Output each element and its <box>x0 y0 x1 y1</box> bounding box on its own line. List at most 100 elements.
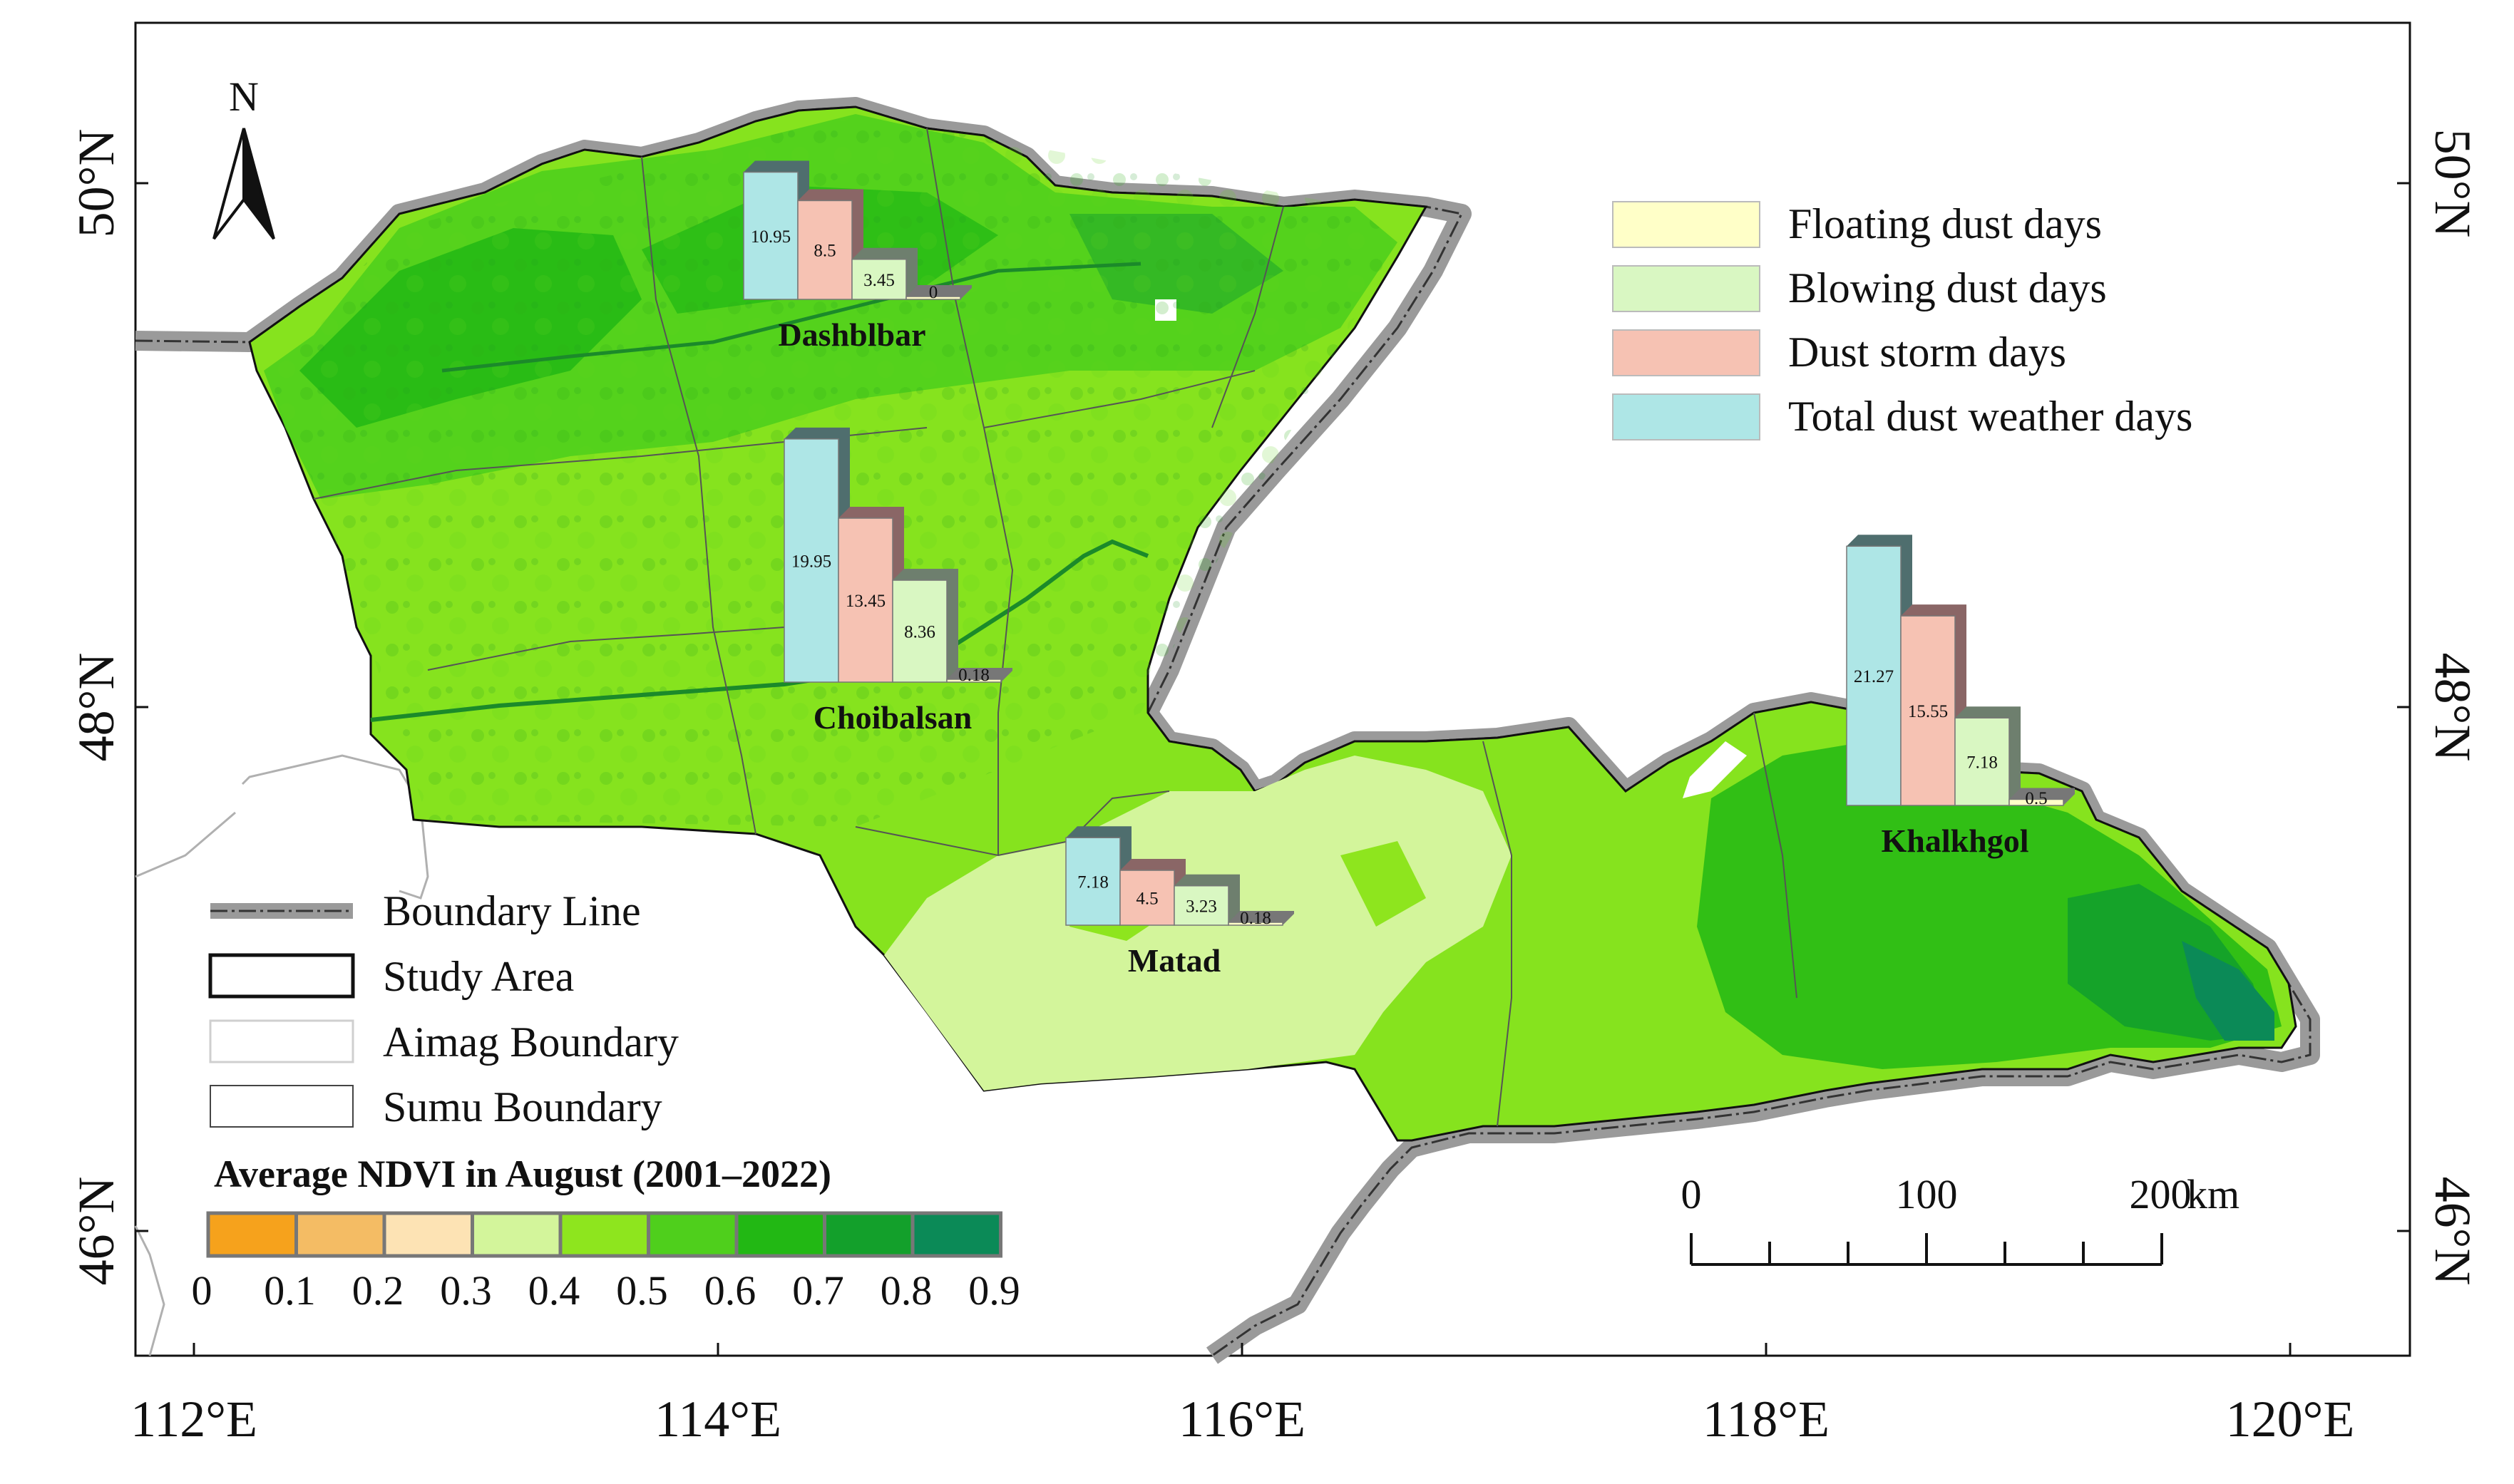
bar-floating-dust-days <box>905 296 961 300</box>
bar-value-label: 19.95 <box>791 552 831 571</box>
legend-swatch-storm <box>1612 329 1760 376</box>
scale-label-0: 0 <box>1681 1171 1702 1217</box>
bar-value-label: 3.23 <box>1186 897 1217 916</box>
bar-3d-face <box>906 285 972 299</box>
bar-value-label: 21.27 <box>1854 667 1894 686</box>
latitude-labels-right: 50°N 48°N 46°N <box>2424 129 2481 1286</box>
ndvi-tick-label: 0.9 <box>968 1267 1020 1314</box>
bar-3d-face <box>2009 788 2075 805</box>
legend-swatch-floating <box>1612 201 1760 248</box>
bar-3d-face <box>947 668 1012 682</box>
bar-value-label: 8.5 <box>814 242 836 261</box>
scale-label-100: 100 <box>1896 1171 1958 1217</box>
ndvi-swatch <box>294 1211 386 1258</box>
legend-label: Study Area <box>383 953 574 1000</box>
bar-group-choibalsan: 19.95 13.45 8.36 0.18 Choibalsan <box>784 427 1012 736</box>
lat-label: 46°N <box>2424 1177 2481 1286</box>
legend-label: Blowing dust days <box>1788 264 2107 311</box>
ndvi-tick-label: 0 <box>192 1267 212 1314</box>
ndvi-swatch <box>647 1211 739 1258</box>
ndvi-swatch <box>734 1211 826 1258</box>
bar-dust-storm-days <box>1900 615 1956 806</box>
north-label: N <box>229 73 259 120</box>
bar-floating-dust-days <box>2008 798 2064 806</box>
ndvi-ticks: 0 0.1 0.2 0.3 0.4 0.5 0.6 0.7 0.8 0.9 <box>192 1267 1020 1314</box>
bar-value-label: 7.18 <box>1966 753 1998 773</box>
bar-blowing-dust-days <box>1954 717 2010 806</box>
lon-label: 116°E <box>1179 1391 1305 1448</box>
bar-dust-storm-days <box>838 517 893 683</box>
boundary-legend: Boundary Line Study Area Aimag Boundary … <box>208 887 679 1130</box>
ndvi-tick-label: 0.6 <box>704 1267 756 1314</box>
legend-swatch-total <box>1612 393 1760 440</box>
bar-total-dust-weather-days <box>784 438 839 683</box>
legend-sumu-boundary <box>210 1085 354 1128</box>
bar-floating-dust-days <box>946 679 1002 683</box>
legend-label: Sumu Boundary <box>383 1083 662 1130</box>
lat-label: 50°N <box>2424 129 2481 238</box>
bar-value-label: 0.18 <box>1240 909 1271 928</box>
lon-label: 120°E <box>2226 1391 2355 1448</box>
station-name-label: Matad <box>1128 942 1221 979</box>
bar-total-dust-weather-days <box>1065 837 1121 926</box>
north-arrow: N <box>212 73 275 240</box>
legend-label: Total dust weather days <box>1788 393 2192 440</box>
bar-value-label: 3.45 <box>863 271 895 290</box>
bar-value-label: 4.5 <box>1136 890 1158 909</box>
legend-label: Aimag Boundary <box>383 1019 679 1066</box>
longitude-labels: 112°E 114°E 116°E 118°E 120°E <box>130 1391 2354 1448</box>
dust-days-legend: Floating dust days Blowing dust days Dus… <box>1612 200 2192 440</box>
station-name-label: Dashblbar <box>778 316 925 353</box>
ndvi-legend-title: Average NDVI in August (2001–2022) <box>214 1153 831 1195</box>
scale-label-200: 200 <box>2130 1171 2192 1217</box>
bar-value-label: 7.18 <box>1077 873 1109 892</box>
latitude-labels-left: 50°N 48°N 46°N <box>68 129 125 1286</box>
study-area <box>248 105 2297 1142</box>
bar-value-label: 10.95 <box>751 227 791 247</box>
bar-3d-face <box>1228 911 1294 925</box>
ndvi-swatch <box>382 1211 474 1258</box>
station-name-label: Khalkhgol <box>1881 823 2028 859</box>
ndvi-tick-label: 0.8 <box>881 1267 933 1314</box>
bar-value-label: 8.36 <box>904 623 935 642</box>
lat-label: 48°N <box>2424 653 2481 762</box>
legend-label: Floating dust days <box>1788 200 2102 247</box>
ndvi-tick-label: 0.1 <box>264 1267 316 1314</box>
legend-aimag-boundary <box>209 1019 354 1063</box>
bar-blowing-dust-days <box>1174 885 1229 926</box>
bar-dust-storm-days <box>1119 870 1175 926</box>
ndvi-swatch <box>558 1211 650 1258</box>
ndvi-tick-label: 0.4 <box>528 1267 580 1314</box>
ndvi-tick-label: 0.3 <box>440 1267 492 1314</box>
bar-dust-storm-days <box>797 200 853 300</box>
bar-value-label: 13.45 <box>846 592 886 611</box>
bar-value-label: 0 <box>929 283 938 302</box>
ndvi-color-ramp <box>206 1211 1002 1258</box>
station-name-label: Choibalsan <box>814 699 972 736</box>
bar-group-matad: 7.18 4.5 3.23 0.18 Matad <box>1065 826 1294 979</box>
scale-unit: km <box>2187 1171 2239 1217</box>
ndvi-tick-label: 0.5 <box>616 1267 668 1314</box>
ndvi-swatch <box>823 1211 915 1258</box>
bar-blowing-dust-days <box>851 259 907 300</box>
bar-total-dust-weather-days <box>1846 545 1902 806</box>
ndvi-tick-label: 0.2 <box>352 1267 404 1314</box>
lon-label: 118°E <box>1703 1391 1830 1448</box>
legend-swatch-blowing <box>1612 265 1760 312</box>
ndvi-tick-label: 0.7 <box>792 1267 844 1314</box>
bar-value-label: 0.18 <box>958 666 990 685</box>
lat-label: 48°N <box>68 653 125 762</box>
lon-label: 112°E <box>130 1391 257 1448</box>
bar-blowing-dust-days <box>892 579 948 683</box>
lat-label: 46°N <box>68 1177 125 1286</box>
ndvi-swatch <box>471 1211 563 1258</box>
scale-bar: 0 100 200 km <box>1681 1171 2239 1266</box>
ndvi-legend: Average NDVI in August (2001–2022) 0 0.1 0… <box>192 1153 1020 1314</box>
legend-label: Boundary Line <box>383 887 641 934</box>
ndvi-swatch <box>206 1211 298 1258</box>
bar-value-label: 15.55 <box>1908 702 1948 721</box>
bar-value-label: 0.5 <box>2025 789 2047 808</box>
